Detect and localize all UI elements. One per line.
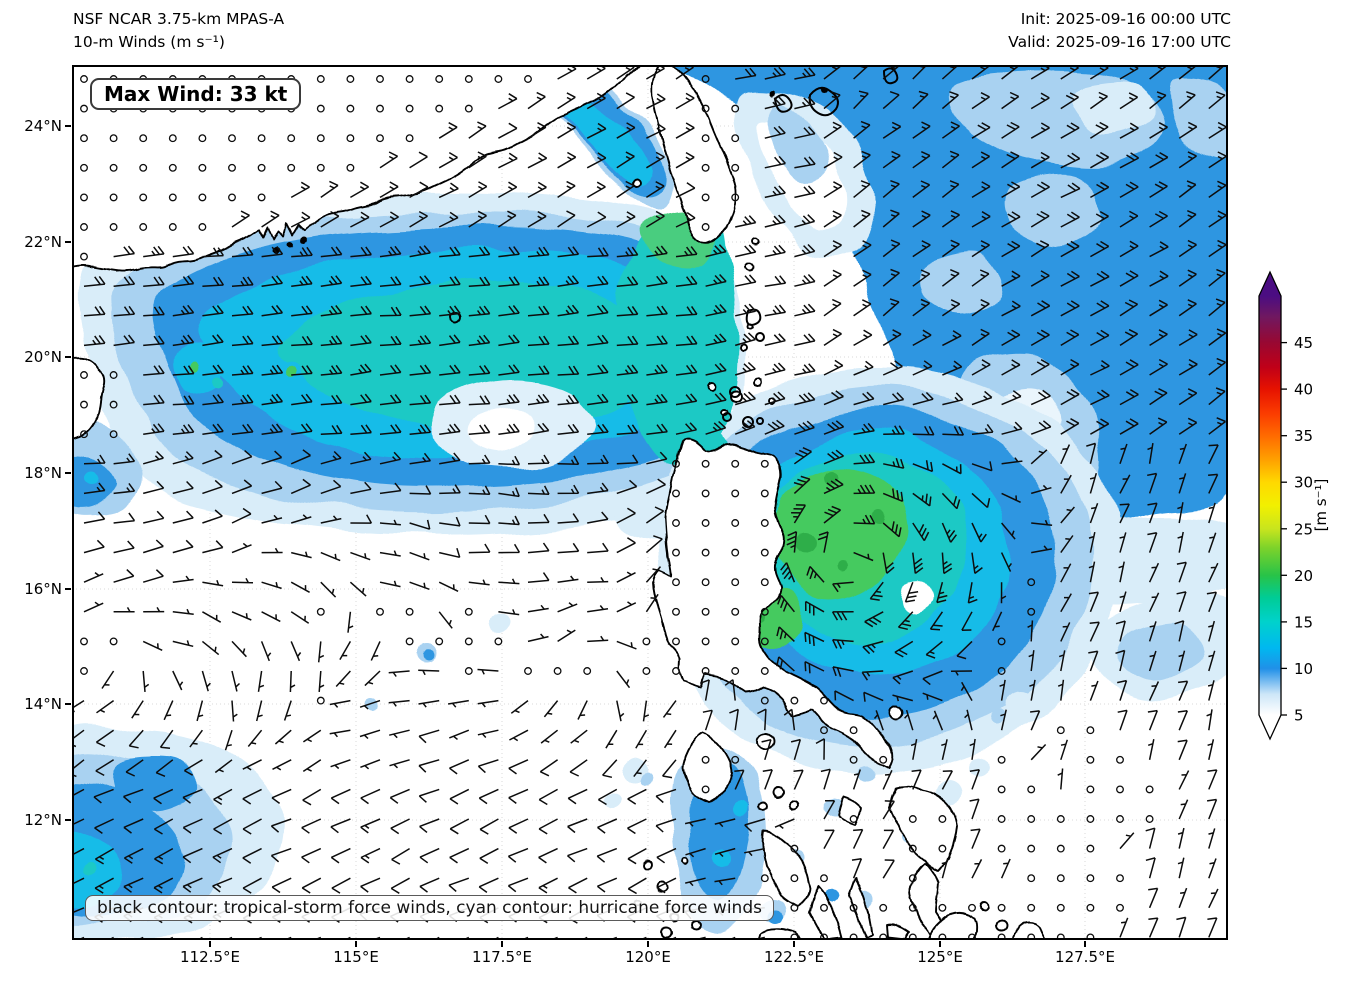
- max-wind-badge: Max Wind: 33 kt: [90, 78, 302, 110]
- colorbar-bottom-arrow: [1259, 715, 1281, 739]
- map-canvas: Max Wind: 33 kt black contour: tropical-…: [72, 65, 1228, 940]
- x-tick-mark: [793, 941, 795, 947]
- wind-barbs-layer: [72, 65, 1227, 940]
- x-tick-mark: [647, 941, 649, 947]
- x-tick-label: 127.5°E: [1055, 948, 1115, 966]
- y-tick-label: 14°N: [24, 695, 62, 713]
- colorbar-tick-label: 20: [1294, 567, 1313, 585]
- valid-time-label: Valid: 2025-09-16 17:00 UTC: [1008, 33, 1231, 51]
- colorbar-tick-label: 10: [1294, 660, 1313, 678]
- contour-legend-badge: black contour: tropical-storm force wind…: [85, 895, 774, 921]
- y-tick-mark: [65, 588, 71, 590]
- colorbar-tick-label: 45: [1294, 334, 1313, 352]
- x-tick-label: 122.5°E: [764, 948, 824, 966]
- y-tick-mark: [65, 356, 71, 358]
- colorbar-tick-label: 30: [1294, 474, 1313, 492]
- colorbar-top-arrow: [1259, 272, 1281, 296]
- x-tick-label: 125°E: [917, 948, 963, 966]
- y-tick-mark: [65, 125, 71, 127]
- x-tick-label: 115°E: [333, 948, 379, 966]
- y-tick-label: 20°N: [24, 348, 62, 366]
- y-tick-mark: [65, 241, 71, 243]
- x-tick-mark: [209, 941, 211, 947]
- x-tick-mark: [501, 941, 503, 947]
- ts-force-wind-contours: [722, 67, 899, 428]
- colorbar-tick-label: 25: [1294, 520, 1313, 538]
- y-tick-label: 16°N: [24, 580, 62, 598]
- plot-title: NSF NCAR 3.75-km MPAS-A: [73, 10, 285, 28]
- coastlines: [72, 65, 1047, 940]
- init-time-label: Init: 2025-09-16 00:00 UTC: [1020, 10, 1231, 28]
- x-tick-label: 117.5°E: [472, 948, 532, 966]
- x-tick-mark: [355, 941, 357, 947]
- colorbar-tick-label: 15: [1294, 613, 1313, 631]
- y-tick-mark: [65, 472, 71, 474]
- x-tick-mark: [1084, 941, 1086, 947]
- colorbar-gradient: [1259, 296, 1281, 715]
- y-tick-label: 12°N: [24, 811, 62, 829]
- x-tick-label: 112.5°E: [180, 948, 240, 966]
- y-tick-mark: [65, 819, 71, 821]
- y-tick-mark: [65, 703, 71, 705]
- colorbar-unit-label: [m s⁻¹]: [1312, 479, 1330, 532]
- colorbar: 5 10 15 20 25 30 35 40 45 [m s⁻¹]: [1258, 270, 1330, 741]
- map-frame: [72, 65, 1228, 940]
- x-tick-mark: [939, 941, 941, 947]
- colorbar-tick-label: 5: [1294, 707, 1304, 725]
- wind-speed-shading: [72, 65, 1228, 940]
- map-svg-layer: [72, 65, 1228, 940]
- plot-subtitle: 10-m Winds (m s⁻¹): [73, 33, 225, 51]
- y-tick-label: 24°N: [24, 117, 62, 135]
- colorbar-tick-label: 40: [1294, 381, 1313, 399]
- x-tick-label: 120°E: [625, 948, 671, 966]
- y-tick-label: 18°N: [24, 464, 62, 482]
- colorbar-tick-label: 35: [1294, 427, 1313, 445]
- y-tick-label: 22°N: [24, 233, 62, 251]
